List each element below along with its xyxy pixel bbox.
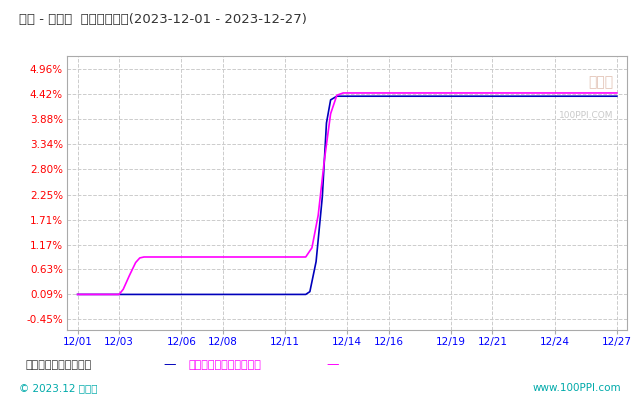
Text: 焦炭 - 炼焦煤  价格趋势比较(2023-12-01 - 2023-12-27): 焦炭 - 炼焦煤 价格趋势比较(2023-12-01 - 2023-12-27) (19, 13, 307, 26)
Text: 焦炭现货价格变化幅度: 焦炭现货价格变化幅度 (26, 360, 92, 370)
Text: © 2023.12 生意社: © 2023.12 生意社 (19, 383, 98, 393)
Text: 100PPI.COM: 100PPI.COM (559, 111, 613, 120)
Text: —: — (163, 358, 176, 371)
Text: —: — (326, 358, 339, 371)
Text: 炼焦煤现货价格变化幅度: 炼焦煤现货价格变化幅度 (189, 360, 262, 370)
Text: 生意社: 生意社 (588, 75, 613, 89)
Text: www.100PPI.com: www.100PPI.com (532, 383, 621, 393)
